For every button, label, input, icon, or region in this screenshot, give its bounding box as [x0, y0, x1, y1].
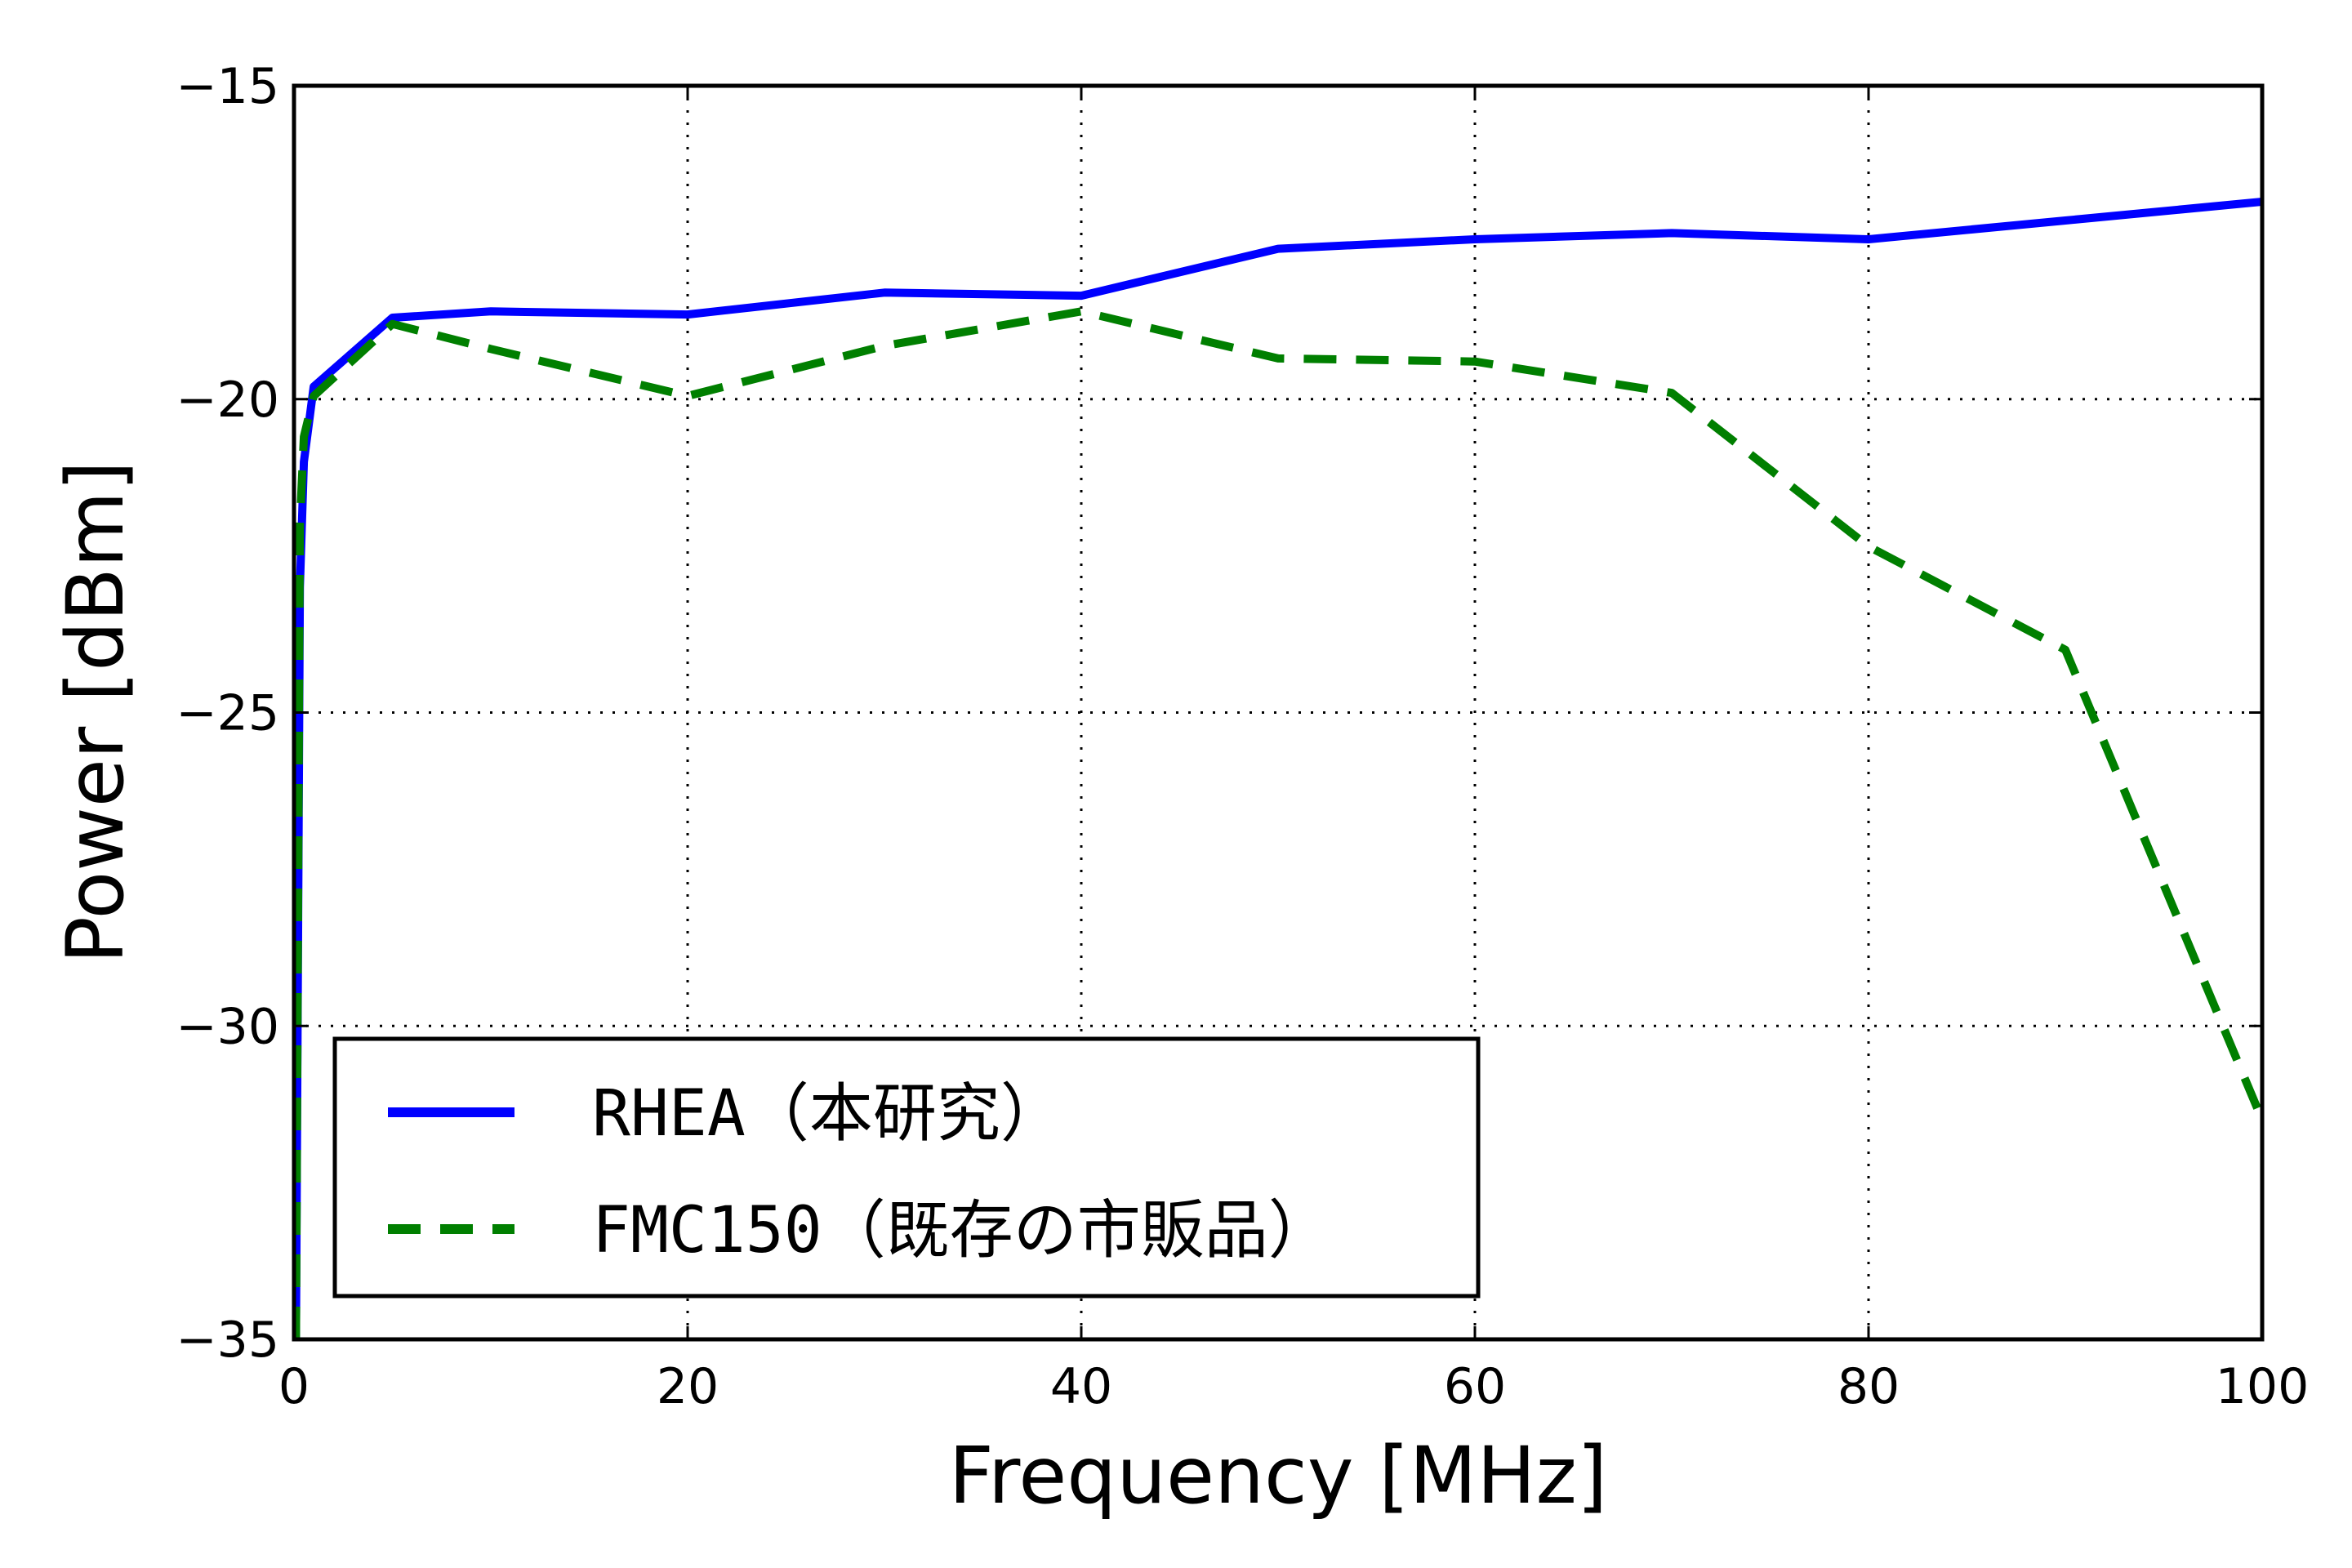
series-line-1	[294, 307, 2262, 1339]
y-tick-label: −35	[176, 1312, 279, 1369]
x-tick-label: 0	[278, 1358, 310, 1415]
series-layer	[294, 198, 2262, 1339]
y-axis-label: Power [dBm]	[50, 461, 141, 964]
legend-label-fmc150: FMC150（既存の市販品）	[592, 1194, 1332, 1267]
x-tick-label: 80	[1838, 1358, 1900, 1415]
x-axis-label: Frequency [MHz]	[949, 1430, 1608, 1521]
ticks: 0 20 40 60 80 100 −35 −30 −25 −20 −15	[176, 58, 2309, 1415]
y-tick-label: −25	[176, 685, 279, 742]
y-tick-label: −30	[176, 998, 279, 1055]
x-tick-label: 20	[657, 1358, 719, 1415]
x-tick-label: 40	[1050, 1358, 1112, 1415]
legend-label-rhea: RHEA（本研究）	[592, 1077, 1064, 1151]
y-tick-label: −15	[176, 58, 279, 115]
x-tick-label: 100	[2216, 1358, 2310, 1415]
y-tick-label: −20	[176, 372, 279, 429]
x-tick-label: 60	[1444, 1358, 1506, 1415]
legend-box	[332, 1036, 1481, 1298]
legend: RHEA（本研究） FMC150（既存の市販品）	[332, 1036, 1481, 1298]
